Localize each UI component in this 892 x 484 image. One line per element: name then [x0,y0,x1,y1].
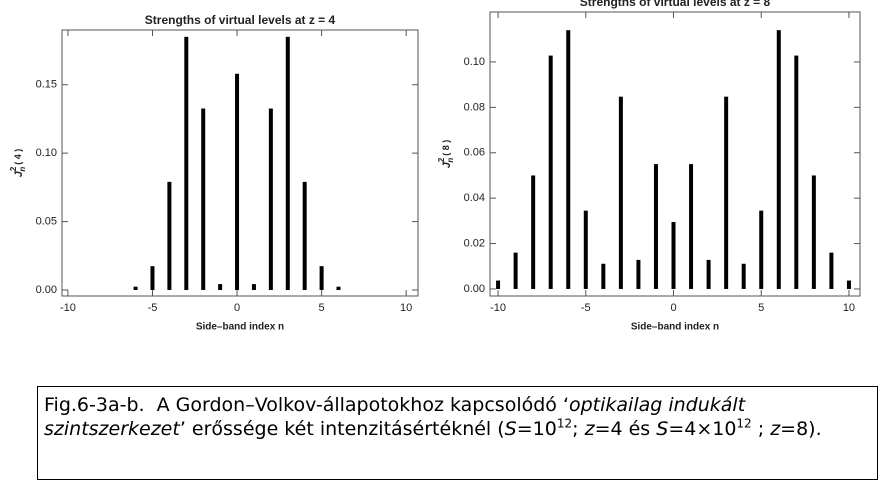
x-axis-label: Side–band index n [631,322,719,333]
figure: Strengths of virtual levels at z = 4 Side… [9,0,861,333]
y-tick-label: 0.10 [464,56,485,68]
x-tick-label: 5 [758,302,764,314]
y-axis-label: J2n ( 4 ) [9,149,27,177]
caption-run: =10 [516,418,557,440]
bar [319,266,324,290]
y-tick-label: 0.00 [36,284,57,296]
bar [811,175,816,289]
bar [741,263,746,289]
x-tick-label: -10 [60,302,76,314]
plot-frame [61,29,419,297]
bar [724,96,729,289]
bar [133,286,138,290]
bar [583,210,588,289]
y-label-part: 2 [437,157,446,162]
caption-run: S [504,418,517,440]
caption-run: 12 [736,416,752,431]
chart-title: Strengths of virtual levels at z = 8 [580,0,771,9]
bar [706,259,711,289]
bar [829,252,834,289]
y-tick-label: 0.02 [464,237,485,249]
x-tick-label: -5 [148,302,158,314]
bar [251,284,256,290]
bar [689,164,694,289]
x-tick-label: -10 [490,302,506,314]
y-label-part: n [446,158,455,163]
caption-run: =4×10 [668,418,737,440]
bar [671,221,676,289]
caption-run: z [770,418,781,440]
x-tick-label: 5 [319,302,325,314]
caption-run: ’ erőssége két intenzitásértéknél ( [179,418,505,440]
caption-run: =8). [780,418,822,440]
y-tick-label: 0.04 [464,192,485,204]
bar [759,210,764,289]
bar [846,280,851,289]
y-axis-label: J2n ( 8 ) [437,140,455,168]
caption: Fig.6-3a-b. A Gordon–Volkov-állapotokhoz… [37,386,878,480]
bar [150,266,155,290]
bar [513,252,518,289]
x-tick-label: -5 [581,302,591,314]
y-tick-label: 0.05 [36,215,57,227]
y-tick-label: 0.10 [36,147,57,159]
caption-run: =4 és [594,418,657,440]
x-axis-label: Side–band index n [196,322,284,333]
chart-title: Strengths of virtual levels at z = 4 [145,13,336,27]
bar [496,280,501,289]
plot-frame [489,11,861,297]
caption-run: 12 [556,416,573,431]
bar [167,181,172,290]
bar [235,73,240,290]
y-label-part: n [18,167,27,172]
bar [618,96,623,289]
x-tick-label: 10 [400,302,412,314]
caption-run: ; [572,418,585,440]
caption-run: ; [751,418,771,440]
bar [653,164,658,289]
y-tick-label: 0.08 [464,101,485,113]
y-label-part: J [13,170,25,177]
bar [268,108,273,290]
y-label-part: ( 8 ) [441,140,451,156]
caption-run: Fig.6-3a-b. A Gordon–Volkov-állapotokhoz… [44,394,569,416]
y-label-part: J [441,161,453,168]
y-tick-label: 0.06 [464,147,485,159]
y-label-part: 2 [9,166,18,171]
bar [184,36,189,290]
y-tick-label: 0.00 [464,283,485,295]
bar [218,284,223,290]
caption-run: z [584,418,595,440]
bar [636,259,641,289]
caption-run: optikailag indukált szintszerkezet [44,394,746,440]
x-tick-label: 0 [234,302,240,314]
y-label-part: ( 4 ) [13,149,23,165]
bar [336,286,341,290]
bar [285,36,290,290]
bar [201,108,206,290]
bar [566,30,571,289]
bar [794,55,799,289]
bar [302,181,307,290]
bar [531,175,536,289]
bar [548,55,553,289]
x-tick-label: 10 [843,302,855,314]
bar [776,30,781,289]
bar [601,263,606,289]
x-tick-label: 0 [670,302,676,314]
y-tick-label: 0.15 [36,79,57,91]
caption-run: S [656,418,669,440]
